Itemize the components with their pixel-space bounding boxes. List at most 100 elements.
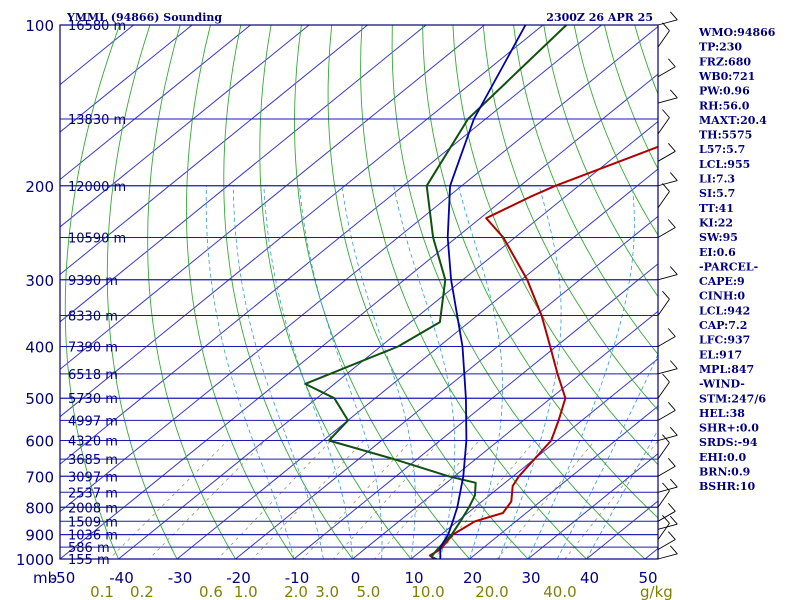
isotherm-line — [60, 25, 427, 323]
wind-barb-flag — [667, 457, 676, 467]
pressure-tick-label: 900 — [25, 527, 54, 545]
mixing-ratio-tick-label: 10.0 — [411, 583, 444, 600]
height-label: 2537 m — [68, 486, 118, 501]
moist-adiabat-line — [232, 185, 324, 559]
stat-line: MPL:847 — [699, 363, 754, 376]
stat-line: PW:0.96 — [699, 85, 750, 98]
wind-barb-shaft — [657, 368, 678, 375]
wind-barb-flag — [669, 360, 678, 369]
height-label: 1509 m — [68, 515, 118, 530]
isotherm-line — [468, 405, 658, 559]
wind-barb-shaft — [657, 490, 670, 508]
height-label: 7390 m — [68, 341, 118, 356]
wind-barb-flag — [662, 290, 670, 300]
isotherm-line — [293, 263, 658, 559]
temperature-tick-label: 40 — [580, 569, 599, 587]
wind-barb-shaft — [657, 66, 676, 78]
wind-barb-flag — [667, 58, 676, 68]
height-label: 2008 m — [68, 501, 118, 516]
pressure-tick-label: 1000 — [16, 551, 54, 569]
temperature-tick-label: -40 — [109, 569, 134, 587]
wind-barb-shaft — [657, 409, 676, 421]
sounding-time: 2300Z 26 APR 25 — [546, 11, 653, 24]
mixing-ratio-line — [148, 440, 266, 559]
height-label: 586 m — [68, 541, 110, 556]
wind-barb-flag — [662, 22, 670, 32]
stat-line: KI:22 — [699, 216, 733, 229]
stat-line: L57:5.7 — [699, 143, 745, 156]
mixing-ratio-line — [301, 440, 412, 559]
height-label: 16580 m — [68, 19, 126, 34]
wind-barb-shaft — [657, 298, 670, 316]
wind-barbs — [657, 11, 678, 560]
stat-line: EHI:0.0 — [699, 451, 746, 464]
height-label: 5730 m — [68, 392, 118, 407]
wind-barb-flag — [669, 89, 678, 99]
pressure-tick-label: 600 — [25, 433, 54, 451]
stat-line: CAP:7.2 — [699, 319, 747, 332]
wind-barb-shaft — [657, 227, 676, 238]
temperature-tick-label: 50 — [638, 569, 657, 587]
stat-line: BRN:0.9 — [699, 466, 750, 479]
wind-barb-shaft — [657, 523, 678, 530]
stat-line: MAXT:20.4 — [699, 114, 767, 127]
pressure-tick-label: 400 — [25, 339, 54, 357]
wind-barb-shaft — [657, 117, 670, 135]
isotherm-line — [60, 73, 658, 559]
mixing-ratio-line — [217, 440, 332, 559]
wind-barb-flag — [667, 402, 676, 411]
mixing-ratio-tick-label: 0.2 — [130, 583, 154, 600]
stat-line: CINH:0 — [699, 290, 745, 303]
height-label: 4320 m — [68, 435, 118, 450]
wind-barb-shaft — [657, 510, 676, 522]
temperature-tick-label: 10 — [404, 569, 423, 587]
profile-lines — [304, 25, 658, 559]
stat-line: CAPE:9 — [699, 275, 745, 288]
stat-line: LFC:937 — [699, 334, 750, 347]
stat-line: HEL:38 — [699, 407, 745, 420]
plot-frame — [59, 24, 659, 560]
mixing-ratio-tick-label: 5.0 — [356, 583, 380, 600]
wind-barb-flag — [662, 514, 670, 524]
isotherm-line — [60, 25, 544, 418]
isotherm-line — [351, 310, 658, 559]
stat-line: STM:247/6 — [699, 392, 766, 405]
wind-barb-flag — [662, 373, 670, 383]
wind-barb-shaft — [657, 381, 670, 399]
moist-adiabat-line — [556, 353, 658, 559]
pressure-tick-label: 800 — [25, 499, 54, 517]
wind-barb-shaft — [657, 274, 678, 281]
isotherm-line — [60, 25, 310, 228]
stat-line: -PARCEL- — [699, 260, 758, 273]
pressure-tick-label: 700 — [25, 468, 54, 486]
height-label: 1036 m — [68, 529, 118, 544]
height-label: 10590 m — [68, 231, 126, 246]
isotherm-line — [176, 168, 658, 559]
temperature-tick-label: -10 — [285, 569, 310, 587]
height-label: 12000 m — [68, 180, 126, 195]
wind-barb-flag — [667, 219, 676, 228]
stat-line: WB0:721 — [698, 70, 755, 83]
isotherm-line — [234, 215, 658, 559]
pressure-tick-label: 100 — [25, 17, 54, 35]
stat-line: FRZ:680 — [699, 55, 751, 68]
wind-barb-flag — [669, 11, 678, 21]
wind-barb-flag — [667, 503, 676, 512]
stat-line: LI:7.3 — [699, 173, 735, 186]
temperature-tick-label: -50 — [51, 569, 76, 587]
isotherm-line — [60, 25, 369, 276]
wind-barb-shaft — [657, 486, 678, 493]
mixing-ratio-line — [332, 440, 441, 559]
wind-barb-shaft — [657, 97, 678, 104]
moist-adiabat-line — [498, 185, 562, 559]
stat-line: SHR+:0.0 — [699, 422, 759, 435]
dewpoint-profile-line — [304, 25, 568, 559]
isotherm-line — [60, 25, 486, 370]
height-label: 6518 m — [68, 368, 118, 383]
station-title: YMML (94866) Sounding — [66, 11, 222, 24]
wind-barb-shaft — [657, 465, 676, 477]
wind-barb-flag — [667, 328, 676, 337]
wind-barb-shaft — [657, 523, 670, 540]
